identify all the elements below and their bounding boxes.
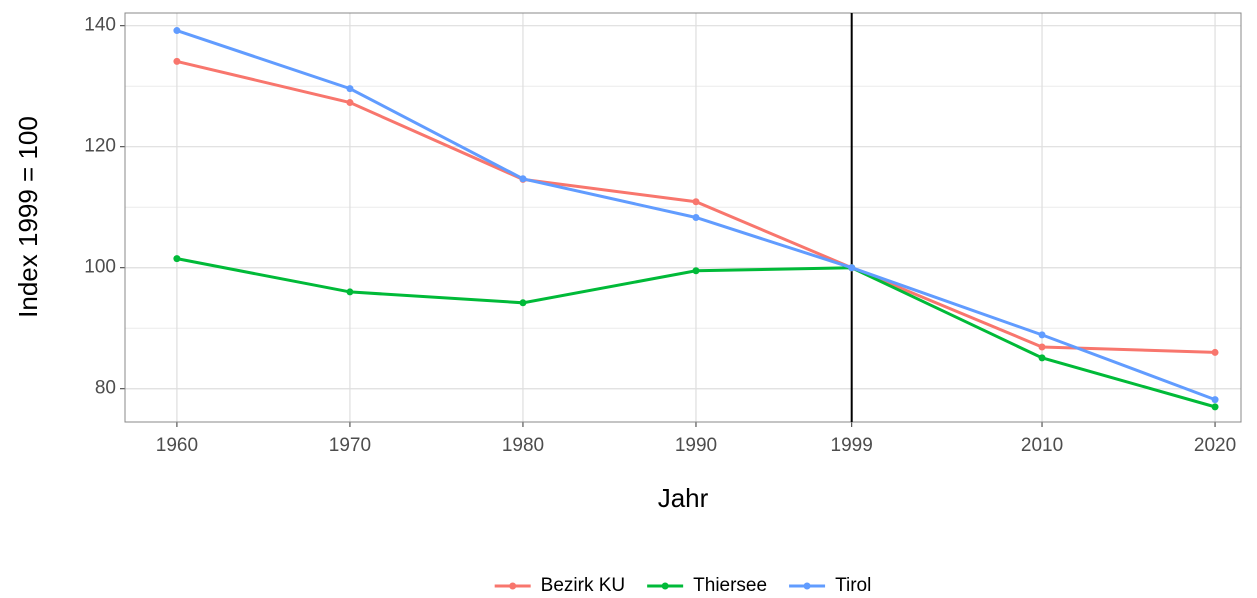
x-tick-label: 1999 — [831, 435, 873, 456]
legend-item: Thiersee — [647, 575, 767, 596]
data-point — [346, 99, 354, 107]
x-tick-label: 1980 — [502, 435, 544, 456]
y-tick-label: 100 — [84, 257, 116, 278]
data-point — [1038, 331, 1046, 339]
data-point — [692, 267, 700, 275]
data-point — [1038, 343, 1046, 351]
legend-key-point — [509, 582, 517, 590]
legend-label: Bezirk KU — [541, 575, 625, 596]
y-tick-label: 140 — [84, 15, 116, 36]
legend-key-point — [803, 582, 811, 590]
x-axis-title: Jahr — [658, 483, 709, 513]
y-axis-title: Index 1999 = 100 — [13, 116, 43, 318]
data-point — [1211, 403, 1219, 411]
legend-label: Tirol — [835, 575, 871, 596]
data-point — [346, 85, 354, 93]
y-tick-label: 120 — [84, 136, 116, 157]
data-point — [1038, 354, 1046, 362]
data-point — [1211, 348, 1219, 356]
data-point — [1211, 396, 1219, 404]
x-tick-label: 1990 — [675, 435, 717, 456]
data-point — [519, 175, 527, 183]
data-point — [519, 299, 527, 307]
x-tick-label: 1960 — [156, 435, 198, 456]
legend-key-point — [661, 582, 669, 590]
x-tick-label: 2020 — [1194, 435, 1236, 456]
y-tick-label: 80 — [95, 378, 116, 399]
data-point — [692, 198, 700, 206]
x-tick-label: 2010 — [1021, 435, 1063, 456]
legend: Bezirk KU Thiersee Tirol — [494, 575, 871, 596]
data-point — [848, 264, 856, 272]
legend-item: Bezirk KU — [494, 575, 625, 596]
panel-border — [124, 12, 1242, 423]
x-tick-label: 1970 — [329, 435, 371, 456]
data-point — [173, 57, 181, 65]
legend-label: Thiersee — [693, 575, 767, 596]
data-point — [173, 255, 181, 263]
data-point — [173, 27, 181, 35]
data-point — [692, 214, 700, 221]
data-point — [346, 288, 354, 296]
legend-item: Tirol — [789, 575, 871, 596]
